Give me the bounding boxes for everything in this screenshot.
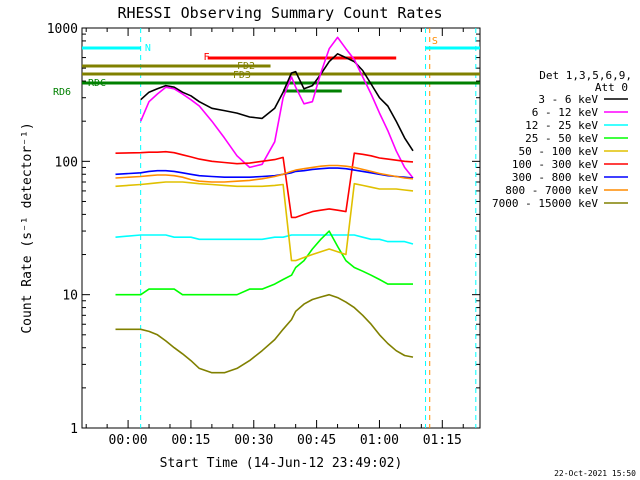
series-line-0 bbox=[140, 53, 414, 152]
y-axis-label-text: Count Rate (s⁻¹ detector⁻¹) bbox=[20, 122, 35, 333]
legend-header: Det 1,3,5,6,9, bbox=[539, 69, 632, 82]
flag-label: S bbox=[432, 36, 438, 47]
plot-frame bbox=[81, 27, 481, 429]
x-tick-label: 00:00 bbox=[109, 433, 148, 448]
series-line-7 bbox=[115, 164, 414, 183]
series-line-2 bbox=[115, 234, 414, 245]
flag-label: N bbox=[145, 43, 151, 54]
x-tick-label: 01:00 bbox=[360, 433, 399, 448]
legend-header: Att 0 bbox=[595, 81, 628, 94]
x-tick-label: 01:15 bbox=[423, 433, 462, 448]
legend-label: 7000 - 15000 keV bbox=[492, 197, 598, 210]
y-axis: 1 10 100 1000 bbox=[47, 22, 480, 437]
legend-label: 100 - 300 keV bbox=[512, 158, 598, 171]
legend-label: 25 - 50 keV bbox=[525, 132, 598, 145]
footer-date: 22-Oct-2021 15:50 bbox=[554, 469, 636, 478]
flag-label: RDC bbox=[88, 78, 106, 89]
x-axis: 00:00 00:15 00:30 00:45 01:00 01:15 bbox=[85, 28, 464, 448]
y-tick-label: 1 bbox=[70, 422, 78, 437]
x-tick-label: 00:30 bbox=[234, 433, 273, 448]
y-tick-label: 1000 bbox=[47, 22, 78, 37]
y-tick-label: 100 bbox=[55, 155, 78, 170]
legend-label: 300 - 800 keV bbox=[512, 171, 598, 184]
legend-label: 12 - 25 keV bbox=[525, 119, 598, 132]
x-tick-label: 00:15 bbox=[171, 433, 210, 448]
flag-label: FD3 bbox=[233, 70, 251, 81]
flag-label: F bbox=[203, 52, 209, 63]
series-line-6 bbox=[115, 167, 414, 179]
series-line-8 bbox=[115, 293, 414, 374]
flag-label: FD2 bbox=[237, 61, 255, 72]
x-tick-label: 00:45 bbox=[297, 433, 336, 448]
chart-title: RHESSI Observing Summary Count Rates bbox=[117, 4, 442, 22]
series-line-5 bbox=[115, 150, 414, 219]
series-layer bbox=[115, 36, 414, 374]
series-line-3 bbox=[115, 230, 413, 296]
legend-label: 50 - 100 keV bbox=[519, 145, 599, 158]
y-axis-label: Count Rate (s⁻¹ detector⁻¹) bbox=[20, 122, 35, 333]
legend-label: 6 - 12 keV bbox=[532, 106, 599, 119]
series-line-1 bbox=[139, 36, 414, 179]
flag-label: RD6 bbox=[53, 87, 71, 98]
flag-lines bbox=[82, 28, 480, 428]
series-line-4 bbox=[115, 181, 414, 262]
legend-label: 800 - 7000 keV bbox=[505, 184, 598, 197]
x-axis-label: Start Time (14-Jun-12 23:49:02) bbox=[160, 456, 403, 471]
legend-label: 3 - 6 keV bbox=[538, 93, 598, 106]
y-tick-label: 10 bbox=[62, 289, 78, 304]
